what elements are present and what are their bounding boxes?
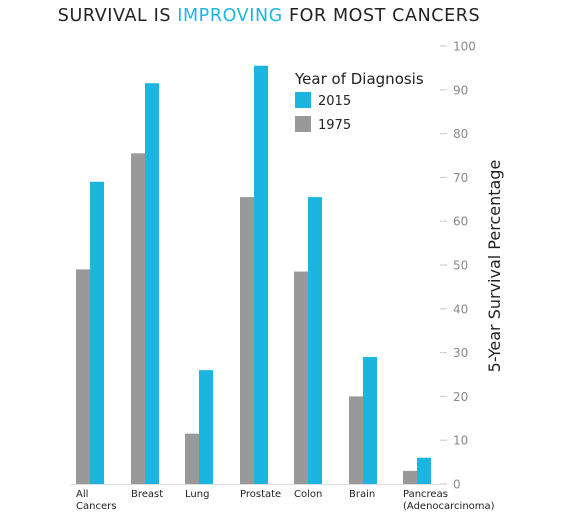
y-tick-label: 10: [453, 434, 468, 448]
bar-1975: [131, 153, 145, 484]
bar-2015: [254, 65, 268, 485]
legend-title: Year of Diagnosis: [294, 70, 424, 88]
bar-2015: [363, 356, 377, 484]
legend-label-2015: 2015: [318, 94, 351, 109]
category-label-line: Colon: [294, 489, 322, 500]
chart-title-part-1: SURVIVAL IS: [57, 6, 178, 26]
y-tick-label: 20: [453, 390, 468, 404]
y-tick-label: 40: [453, 302, 468, 316]
category-label-line: Lung: [185, 489, 209, 500]
bar-1975: [240, 197, 254, 485]
y-tick-label: 50: [453, 259, 468, 273]
category-label: All Cancers: [76, 489, 116, 512]
y-tick-label: 60: [453, 215, 468, 229]
bar-2015: [199, 370, 213, 484]
category-label: Breast: [131, 489, 163, 500]
category-label: Colon: [294, 489, 322, 500]
category-label-line: Brain: [349, 489, 375, 500]
chart-title-highlight: IMPROVING: [177, 6, 283, 26]
bar-2015: [145, 83, 159, 484]
legend-swatch-2015: [295, 92, 311, 108]
bar-1975: [294, 271, 308, 484]
category-label-line: Cancers: [76, 501, 116, 512]
chart-title-part-3: FOR MOST CANCERS: [282, 6, 481, 26]
category-label-line: All: [76, 489, 88, 500]
y-tick-label: 100: [453, 40, 476, 54]
category-label: Prostate: [240, 489, 281, 500]
y-tick-label: 0: [453, 478, 461, 492]
category-label: Pancreas (Adenocarcinoma): [403, 489, 495, 512]
legend-swatch-1975: [295, 116, 311, 132]
bar-1975: [185, 433, 199, 484]
bar-1975: [349, 396, 363, 484]
bar-2015: [90, 181, 104, 484]
category-label-line: Pancreas: [403, 489, 448, 500]
y-axis-title: 5-Year Survival Percentage: [485, 160, 504, 373]
y-tick-label: 90: [453, 83, 468, 97]
category-label: Brain: [349, 489, 375, 500]
y-tick-label: 30: [453, 346, 468, 360]
category-label: Lung: [185, 489, 209, 500]
y-tick-label: 80: [453, 127, 468, 141]
category-label-line: Breast: [131, 489, 163, 500]
bar-2015: [308, 197, 322, 485]
legend-label-1975: 1975: [318, 118, 351, 133]
y-tick-label: 70: [453, 171, 468, 185]
bar-1975: [76, 269, 90, 484]
bar-1975: [403, 470, 417, 484]
category-label-line: (Adenocarcinoma): [403, 501, 495, 512]
category-label-line: Prostate: [240, 489, 281, 500]
bar-2015: [417, 457, 431, 484]
chart-title: SURVIVAL IS IMPROVING FOR MOST CANCERS: [0, 6, 538, 26]
